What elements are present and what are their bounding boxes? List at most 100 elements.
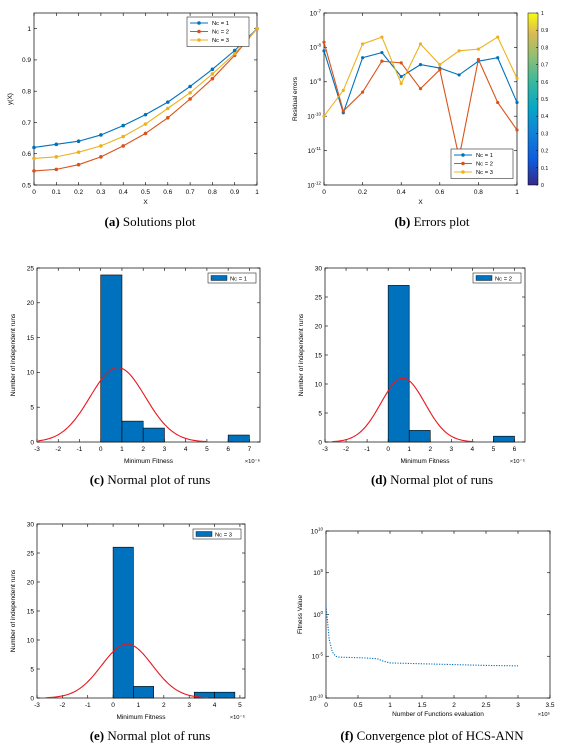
y-tick-label: 25 [27,265,35,272]
x-tick-label: 1 [407,446,411,453]
series-point [54,155,59,159]
colorbar-tick-label: 0.5 [541,97,548,103]
series-point [341,109,345,113]
caption: (c) Normal plot of runs [90,472,211,487]
y-tick-label: 0 [30,439,34,446]
legend-entry: Nc = 1 [212,21,229,27]
caption-text: Normal plot of runs [387,472,493,487]
series-point [166,106,170,111]
x-tick-label: 5 [238,702,242,709]
x-tick-label: 3 [450,446,454,453]
x-tick-label: 4 [213,702,217,709]
histogram-bar [493,435,515,443]
series-point [188,84,192,89]
legend-marker [461,161,465,166]
y-tick-exponent: -11 [315,146,322,151]
series-point [341,88,345,92]
series-line-3 [323,36,518,117]
x-tick-label: -1 [364,446,370,453]
x-tick-label: 0.5 [141,189,150,196]
caption-label: (d) [371,472,387,487]
x-tick-label: 4 [184,446,188,453]
x-tick-label: 0.9 [230,189,239,196]
x-tick-label: 0.4 [397,189,406,196]
x-tick-label: 2 [141,446,145,453]
y-tick-label: 0.6 [22,151,31,158]
y-tick-label: 5 [30,405,34,412]
x-tick-label: 2 [162,702,166,709]
y-tick-label: 20 [27,579,35,586]
series-point [188,97,192,101]
x-axis-label: Minimum Fitness [116,714,166,721]
x-tick-label: 0 [32,189,36,196]
x-tick-label: 1 [388,702,392,709]
y-tick-exponent: -5 [319,652,323,657]
legend-swatch [475,275,493,281]
x-tick-label: 0.6 [163,189,172,196]
y-tick-label: 10 [315,381,323,388]
y-tick-label: 10-7 [310,8,322,17]
x-exponent-label: ×10⁻⁵ [230,714,246,721]
series-point [54,167,59,172]
series-point [476,57,480,62]
x-axis-label: Number of Functions evaluation [392,711,484,718]
y-tick-exponent: -10 [314,112,321,117]
y-axis-label: Residual errors [292,76,299,121]
caption-label: (a) [104,214,119,229]
y-tick-base: 10 [307,114,315,121]
caption: (b) Errors plot [394,214,469,229]
caption-text: Normal plot of runs [104,728,210,743]
chart-normal-plot-c: -3 -2 -1 0 1 2 3 4 5 6 7 0 5 10 15 20 25 Minimum Fitness N… [10,265,261,487]
y-axis-label: y(X) [7,93,14,105]
legend-box [472,272,522,284]
normal-fit-curve [332,377,474,443]
series-point [32,145,36,150]
y-tick-label: 15 [315,352,323,359]
axes-frame [324,267,526,443]
series-point [166,115,170,120]
series-point [380,50,384,55]
y-tick-base: 10 [311,528,319,535]
legend-entry: Nc = 1 [476,153,493,159]
y-tick-base: 10 [313,570,321,577]
y-axis-label: Fitness Value [297,595,304,634]
colorbar-tick-label: 0.2 [541,149,548,155]
y-tick-label: 10-12 [307,180,321,189]
y-tick-label: 25 [27,550,35,557]
series-point [399,81,403,86]
series-point [361,56,365,60]
y-tick-label: 0.9 [22,57,31,64]
colorbar-tick-label: 0.1 [541,166,548,172]
series-point [99,144,103,148]
x-exponent-label: ×10⁻⁵ [510,458,526,465]
caption-label: (f) [340,728,353,743]
x-tick-label: 0 [386,446,390,453]
series-point [322,40,326,44]
x-tick-label: 1 [120,446,124,453]
legend-marker [461,153,465,157]
y-tick-label: 0.5 [22,182,31,189]
series-point [418,42,423,46]
colorbar-tick-label: 0.4 [541,114,548,120]
colorbar-tick-label: 0.6 [541,80,548,86]
y-tick-label: 100 [313,610,323,619]
y-tick-label: 0 [30,695,34,702]
series-point [143,122,148,126]
x-tick-label: 2 [428,446,432,453]
series-point [121,134,125,139]
axes-frame [36,267,261,443]
legend-marker [461,170,465,174]
y-tick-base: 10 [308,148,316,155]
series-point [210,67,215,72]
series-point [32,156,36,161]
series-point [322,49,326,53]
y-tick-exponent: -9 [317,77,321,82]
x-tick-label: 1.5 [417,702,426,709]
y-tick-label: 15 [27,608,35,615]
x-tick-label: 4 [471,446,475,453]
x-axis-label: Minimum Fitness [400,458,450,465]
x-tick-label: 3 [516,702,520,709]
axes-frame [325,530,551,699]
series-point [361,42,365,46]
histogram-bar [112,546,134,699]
